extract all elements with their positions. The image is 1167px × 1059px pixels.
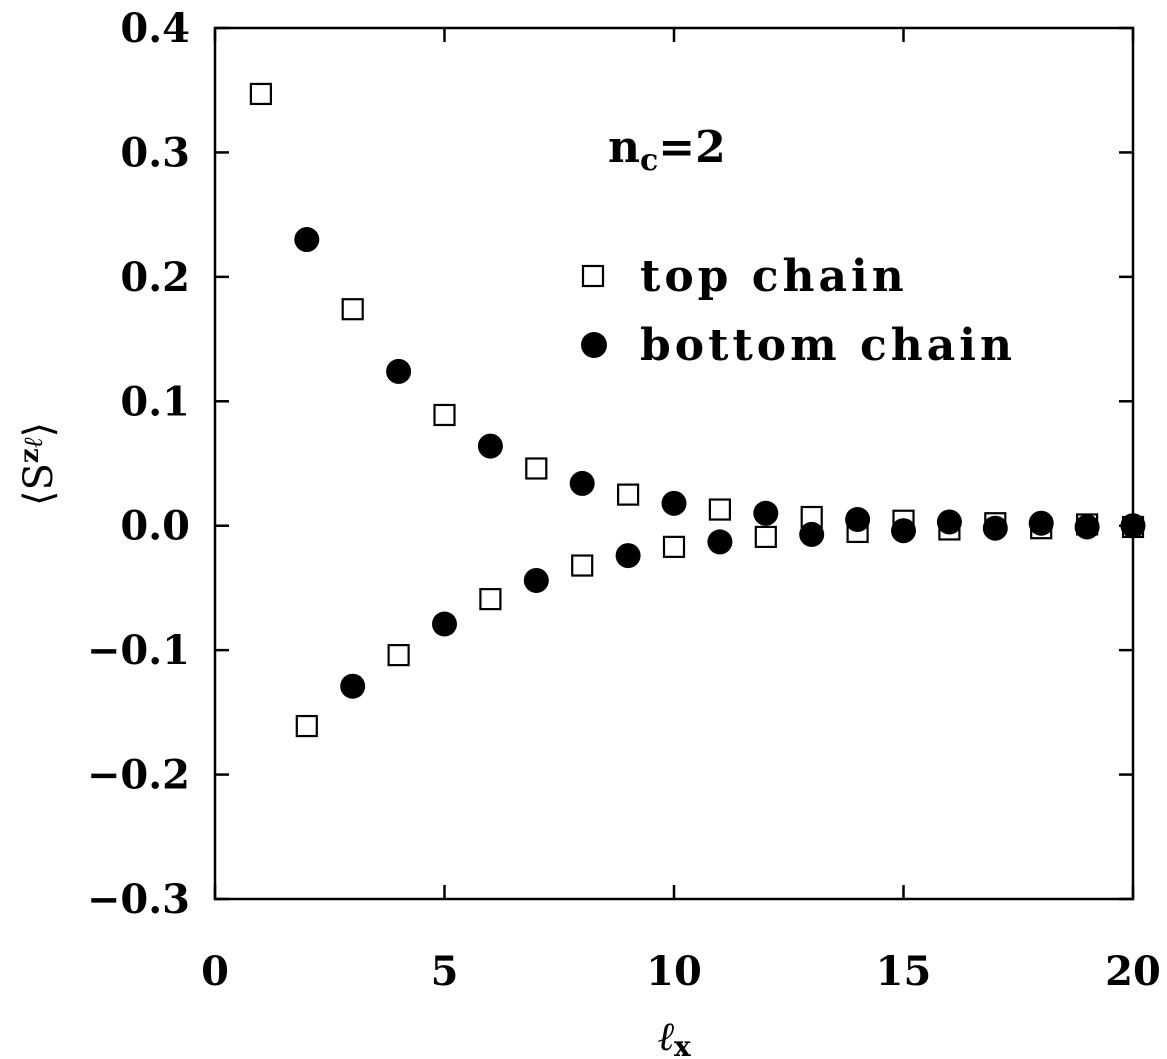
y-tick-label: −0.3 [87,876,190,923]
y-axis-title: ⟨Szℓ⟩ [15,422,62,506]
y-tick-label: 0.4 [120,5,190,52]
top-chain-point [708,498,732,521]
bottom-chain-point [661,490,687,516]
x-axis-title: ℓx [657,1014,691,1059]
top-chain-point [616,483,640,506]
tick-labels: 0 5 10 15 20 −0.3 −0.2 −0.1 0.0 0.1 0.2 0.3 0.4 [87,5,1161,995]
legend: top chain bottom chain [581,251,1016,371]
y-tick-label: −0.1 [87,627,190,674]
y-tick-label: 0.0 [120,503,190,550]
top-chain-point [525,457,548,480]
top-chain-point [387,644,410,667]
legend-marker-top-chain [581,264,605,288]
bottom-chain-point [569,470,595,496]
bottom-chain-point [432,611,457,637]
y-tick-label: 0.1 [120,378,190,425]
y-tick-label: 0.2 [120,254,190,301]
bottom-chain-point [799,521,825,547]
top-chain-point [249,82,272,106]
bottom-chain-point [845,506,871,532]
bottom-chain-point [891,518,916,544]
legend-marker-bottom-chain [581,332,607,358]
y-tick-label: −0.2 [87,752,190,799]
top-chain-point [433,403,456,427]
bottom-chain-point [523,567,549,593]
nc-annotation-rest: =2 [658,122,725,173]
nc-annotation: nc=2 [608,122,726,178]
bottom-chain-point [936,509,962,535]
series-top-chain [249,82,1145,738]
top-chain-point [662,535,686,558]
bottom-chain-point [386,358,412,384]
bottom-chain-point [294,227,320,253]
x-tick-label: 5 [431,948,459,995]
bottom-chain-point [753,500,779,526]
x-tick-label: 15 [876,948,932,995]
data-marks [249,82,1146,738]
x-tick-label: 20 [1105,948,1161,995]
nc-annotation-sub: c [640,143,658,178]
bottom-chain-point [982,515,1008,541]
x-tick-label: 0 [201,948,229,995]
top-chain-point [479,588,502,611]
bottom-chain-point [1028,510,1054,536]
top-chain-point [754,525,777,549]
plot-frame [213,26,1135,901]
bottom-chain-point [340,673,366,699]
bottom-chain-point [477,433,503,459]
bottom-chain-point [707,529,733,555]
legend-label-top-chain: top chain [640,251,908,302]
bottom-chain-point [1074,514,1100,540]
bottom-chain-point [615,543,641,569]
y-tick-label: 0.3 [120,129,190,176]
top-chain-point [341,298,364,321]
x-tick-label: 10 [646,948,702,995]
top-chain-point [571,554,594,577]
legend-label-bottom-chain: bottom chain [640,320,1016,371]
top-chain-point [295,714,318,738]
